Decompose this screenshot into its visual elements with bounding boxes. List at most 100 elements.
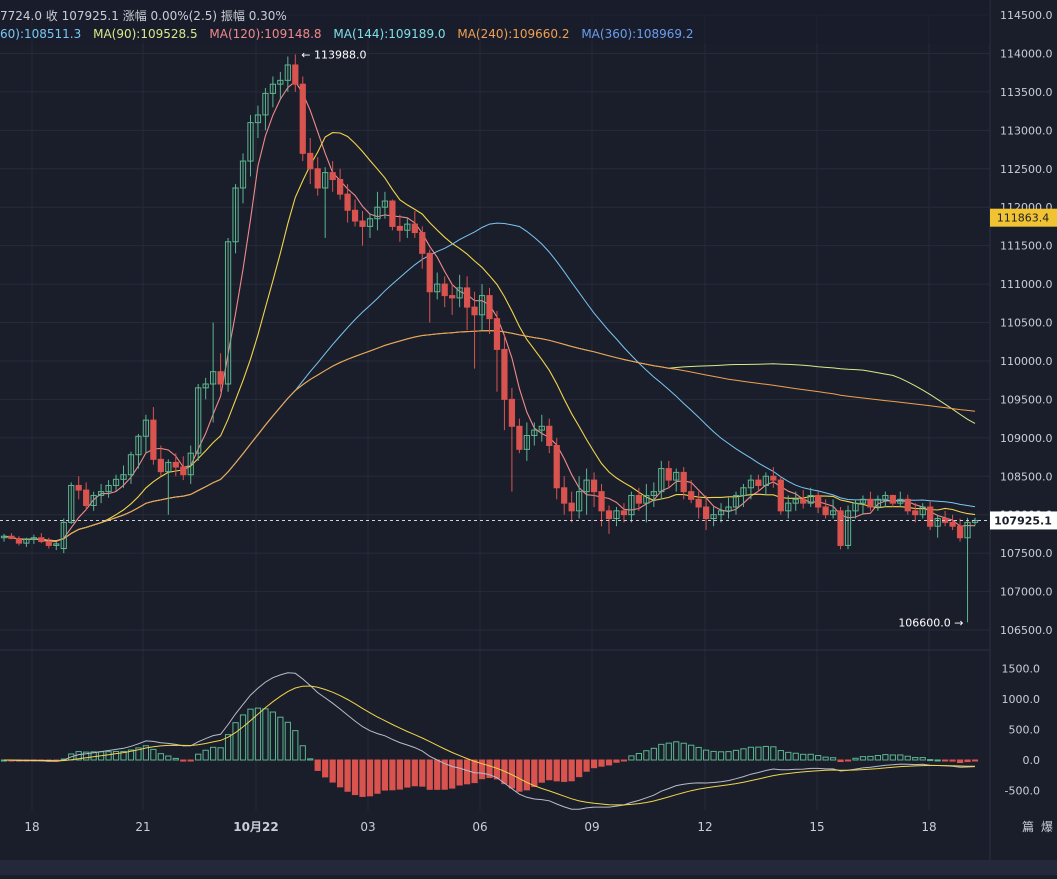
candle[interactable] xyxy=(277,71,284,100)
candle[interactable] xyxy=(889,494,896,507)
candle[interactable] xyxy=(83,482,90,511)
candle[interactable] xyxy=(882,491,889,507)
candle[interactable] xyxy=(927,500,934,531)
candle[interactable] xyxy=(165,459,172,515)
candle[interactable] xyxy=(157,445,164,477)
candle[interactable] xyxy=(688,480,695,504)
candle[interactable] xyxy=(717,503,725,523)
candle[interactable] xyxy=(449,284,456,315)
candle[interactable] xyxy=(762,472,769,496)
side-label[interactable]: 爆 xyxy=(1041,820,1053,834)
side-label[interactable]: 篇 xyxy=(1022,819,1034,834)
candle[interactable] xyxy=(419,226,426,269)
candle[interactable] xyxy=(15,536,23,546)
candle[interactable] xyxy=(120,465,127,488)
candle[interactable] xyxy=(142,414,150,454)
candle[interactable] xyxy=(493,310,501,392)
candle[interactable] xyxy=(702,495,710,531)
candle[interactable] xyxy=(127,451,135,484)
candle[interactable] xyxy=(665,460,672,488)
candle[interactable] xyxy=(628,491,635,523)
candle[interactable] xyxy=(590,472,598,507)
candle[interactable] xyxy=(135,433,142,469)
candle[interactable] xyxy=(68,482,75,524)
candle[interactable] xyxy=(217,353,224,392)
candle[interactable] xyxy=(90,491,97,511)
candle[interactable] xyxy=(501,334,508,431)
candle[interactable] xyxy=(956,518,964,542)
candle[interactable] xyxy=(381,191,389,219)
candle[interactable] xyxy=(396,214,403,242)
candle[interactable] xyxy=(673,468,680,492)
candle[interactable] xyxy=(844,505,852,550)
candle[interactable] xyxy=(740,483,747,507)
candle[interactable] xyxy=(755,474,762,492)
candle[interactable] xyxy=(150,407,157,465)
candle[interactable] xyxy=(605,505,613,534)
candle[interactable] xyxy=(635,487,642,511)
candle[interactable] xyxy=(232,184,239,254)
candle[interactable] xyxy=(576,476,583,519)
candle[interactable] xyxy=(912,503,919,523)
candle[interactable] xyxy=(366,213,374,238)
candle[interactable] xyxy=(897,491,904,507)
candle[interactable] xyxy=(195,384,202,461)
candle[interactable] xyxy=(8,533,15,540)
candle[interactable] xyxy=(359,211,366,246)
candle[interactable] xyxy=(23,537,30,547)
candle[interactable] xyxy=(187,445,194,484)
side-toolbar[interactable]: 篇 爆 xyxy=(1022,819,1053,834)
candle[interactable] xyxy=(247,114,254,177)
candle[interactable] xyxy=(508,387,516,492)
candle[interactable] xyxy=(874,495,882,511)
candle[interactable] xyxy=(38,533,45,544)
candle[interactable] xyxy=(478,284,486,331)
candle[interactable] xyxy=(815,491,822,514)
candle[interactable] xyxy=(426,249,433,323)
candle[interactable] xyxy=(807,487,814,507)
candle[interactable] xyxy=(792,491,799,511)
candle[interactable] xyxy=(725,497,732,519)
candle[interactable] xyxy=(598,483,605,527)
candle[interactable] xyxy=(172,453,179,477)
candle[interactable] xyxy=(516,418,523,454)
candle[interactable] xyxy=(53,541,60,551)
candle[interactable] xyxy=(904,494,911,515)
candle[interactable] xyxy=(620,503,628,523)
candle[interactable] xyxy=(374,191,381,231)
candle[interactable] xyxy=(934,514,941,538)
candle[interactable] xyxy=(964,517,971,623)
candle[interactable] xyxy=(314,157,321,196)
candle[interactable] xyxy=(561,476,568,515)
candle[interactable] xyxy=(224,237,232,392)
candle[interactable] xyxy=(695,491,702,519)
candle[interactable] xyxy=(456,274,463,308)
candle[interactable] xyxy=(538,414,545,442)
candle[interactable] xyxy=(45,537,52,549)
candle[interactable] xyxy=(202,377,209,400)
candle[interactable] xyxy=(949,514,956,531)
candle[interactable] xyxy=(411,211,418,238)
candle[interactable] xyxy=(710,507,717,527)
candle[interactable] xyxy=(97,483,105,504)
candle[interactable] xyxy=(680,467,687,500)
candle[interactable] xyxy=(531,422,538,446)
candle[interactable] xyxy=(60,518,67,554)
candle[interactable] xyxy=(732,491,740,515)
candle[interactable] xyxy=(180,456,187,481)
candle[interactable] xyxy=(658,460,665,500)
candle[interactable] xyxy=(210,322,217,423)
candle[interactable] xyxy=(650,482,657,507)
candle[interactable] xyxy=(329,161,336,192)
candle[interactable] xyxy=(344,184,351,223)
candle[interactable] xyxy=(463,276,471,331)
candle[interactable] xyxy=(523,422,530,461)
candle[interactable] xyxy=(859,495,867,515)
candle[interactable] xyxy=(568,491,575,523)
candle[interactable] xyxy=(299,76,306,162)
candle[interactable] xyxy=(337,168,344,200)
candle[interactable] xyxy=(471,291,478,369)
candle[interactable] xyxy=(75,476,82,500)
candle[interactable] xyxy=(643,483,650,523)
